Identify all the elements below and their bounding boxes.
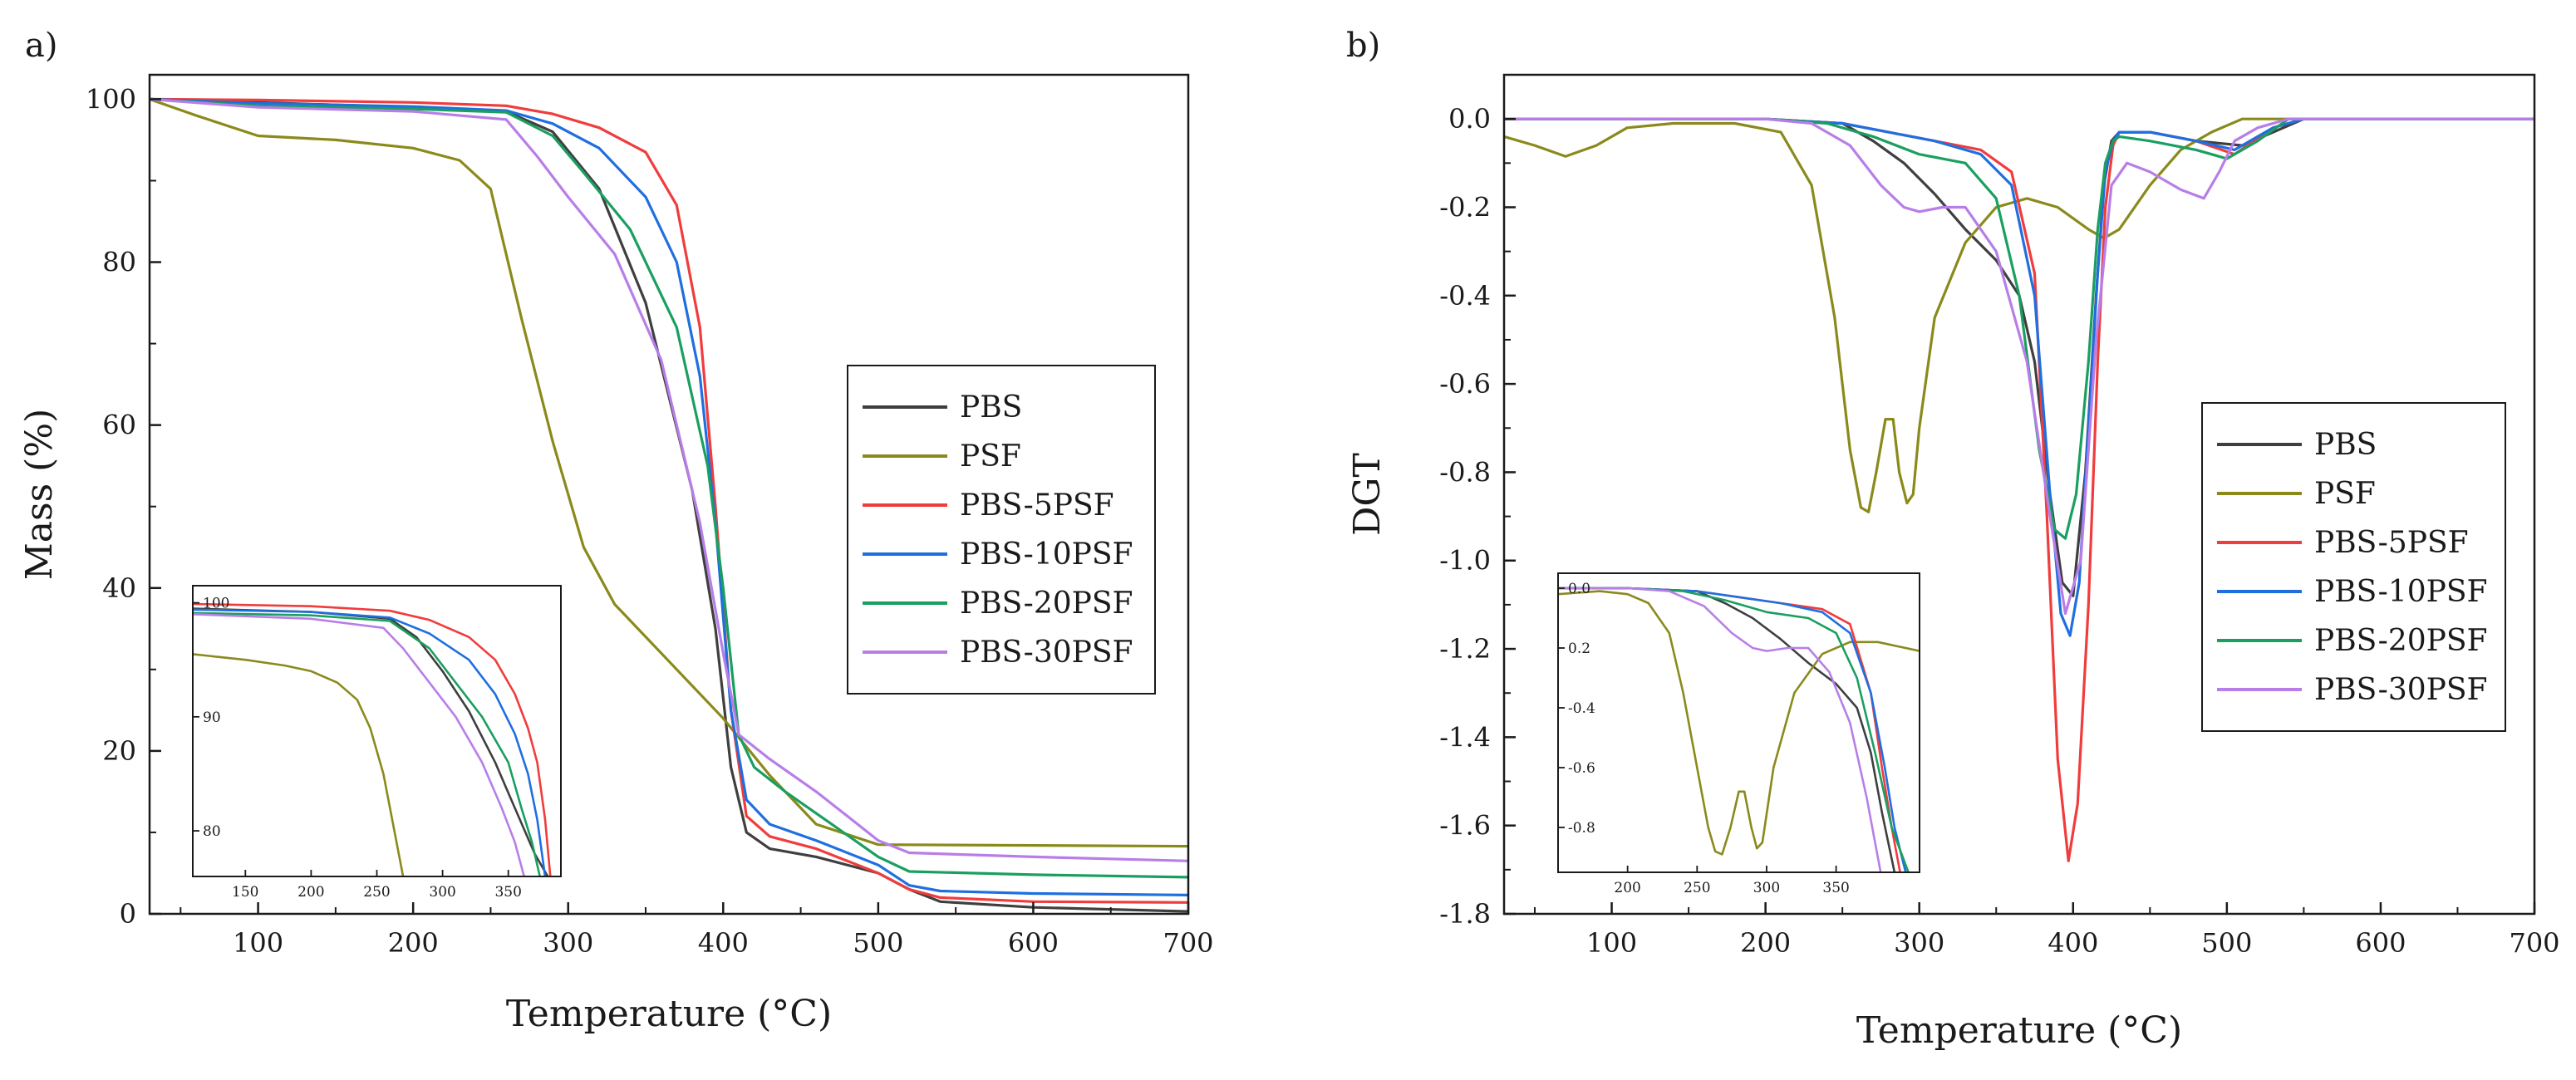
inset-a: 150 200 250 300 350 80 90 100 [192,585,562,901]
inset-x-tick-label: 250 [1684,880,1710,896]
y-tick-label: 60 [102,410,136,441]
y-tick-label: 20 [102,735,136,767]
y-tick-label: -0.8 [1439,456,1491,488]
inset-a-line-pbs-30psf [193,613,525,876]
x-tick-label: 500 [853,927,903,959]
inset-series-group [1558,587,1920,872]
panel-a-line-psf [150,97,1188,848]
x-tick-label: 300 [543,927,593,959]
panel-b: 100 200 300 400 500 600 700 0.0 -0.2 -0.4 -0.6 -0.8… [1346,27,2560,1052]
y-axis-title: DGT [1346,453,1389,536]
inset-frame [1557,572,1920,873]
inset-y-tick-label: 90 [203,709,221,726]
panel-b-line-pbs-30psf [1504,117,2534,616]
inset-border [1557,572,1920,873]
y-tick-label: -0.4 [1439,280,1491,312]
panel-label: a) [25,27,57,65]
series-group-a [150,97,1188,913]
legend-label-pbs-10psf: PBS-10PSF [960,538,1133,572]
legend-label-pbs-20psf: PBS-20PSF [960,587,1133,621]
y-tick-label: -1.0 [1439,545,1491,577]
y-tick-label: -1.4 [1439,721,1491,753]
inset-y-tick-label: -0.4 [1568,700,1595,717]
legend-label-pbs: PBS [2314,428,2377,462]
legend-label-pbs-30psf: PBS-30PSF [2314,673,2488,707]
x-tick-label: 600 [2355,927,2406,959]
x-tick-label: 700 [2509,927,2559,959]
legend-label-pbs-5psf: PBS-5PSF [960,488,1114,523]
y-tick-label: 0.0 [1448,103,1491,135]
y-tick-label: -0.6 [1439,368,1491,400]
inset-y-tick-label: -0.6 [1568,760,1595,777]
panel-a: 100 200 300 400 500 600 700 0 20 40 60 80 100 Tempera… [18,27,1214,1035]
inset-x-tick-label: 150 [232,884,258,901]
inset-x-tick-label: 250 [363,884,390,901]
x-tick-label: 300 [1894,927,1944,959]
y-tick-label: -1.6 [1439,810,1491,842]
inset-y-tick-label: 0.0 [1568,581,1590,597]
inset-a-line-psf [193,653,405,876]
legend-label-psf: PSF [960,439,1021,474]
y-tick-label: 100 [86,83,136,115]
inset-series-group [193,602,552,876]
x-tick-label: 700 [1163,927,1213,959]
inset-y-tick-label: -0.8 [1568,820,1595,837]
inset-b-line-pbs-30psf [1558,587,1882,872]
y-tick-label: 0 [120,898,136,930]
panel-a-line-pbs-30psf [150,97,1188,862]
x-tick-label: 100 [233,927,283,959]
x-axis-title: Temperature (°C) [1856,1009,2182,1052]
x-tick-label: 500 [2201,927,2252,959]
x-tick-label: 400 [698,927,749,959]
x-tick-label: 100 [1586,927,1637,959]
y-tick-label: -1.2 [1439,633,1491,665]
legend-label-pbs-10psf: PBS-10PSF [2314,575,2488,609]
inset-x-tick-label: 300 [429,884,455,901]
panel-b-line-pbs-20psf [1504,117,2534,540]
inset-x-tick-label: 200 [297,884,324,901]
legend-box [2201,402,2506,732]
inset-x-tick-label: 350 [1822,880,1849,896]
inset-x-tick-label: 300 [1753,880,1780,896]
inset-frame [192,585,562,877]
inset-b: 200 250 300 350 0.0 0.2 -0.4 -0.6 -0.8 [1557,572,1920,896]
panel-a-line-pbs-20psf [150,97,1188,879]
y-tick-label: 80 [102,247,136,278]
y-tick-label: 40 [102,572,136,604]
inset-a-line-pbs-10psf [193,608,547,876]
inset-a-line-pbs-5psf [193,602,552,876]
legend-label-pbs: PBS [960,390,1022,425]
inset-y-tick-label: 0.2 [1568,641,1590,657]
legend-label-psf: PSF [2314,477,2376,511]
legend-b: PBS PSF PBS-5PSF PBS-10PSF PBS-20PSF PBS-30PS… [2201,402,2506,732]
y-tick-label: -0.2 [1439,191,1491,223]
x-tick-label: 200 [388,927,439,959]
panel-a-line-pbs-5psf [150,97,1188,904]
legend-label-pbs-20psf: PBS-20PSF [2314,624,2488,658]
legend-box [847,365,1156,695]
series-group-b [1504,117,2534,862]
x-tick-label: 200 [1740,927,1791,959]
inset-b-line-psf [1558,590,1920,856]
inset-y-tick-label: 100 [203,596,229,612]
panel-label: b) [1346,27,1380,65]
y-tick-label: -1.8 [1439,898,1491,930]
x-tick-label: 400 [2048,927,2098,959]
inset-y-tick-label: 80 [203,823,221,840]
legend-label-pbs-30psf: PBS-30PSF [960,636,1133,670]
legend-a: PBS PSF PBS-5PSF PBS-10PSF PBS-20PSF PBS-30PS… [847,365,1156,695]
panel-b-line-psf [1504,117,2534,513]
inset-a-line-pbs-20psf [193,611,541,876]
plot-frame-b [1502,73,2536,916]
x-axis-title: Temperature (°C) [506,993,832,1035]
legend-label-pbs-5psf: PBS-5PSF [2314,526,2469,560]
x-tick-label: 600 [1008,927,1059,959]
panel-b-line-pbs-10psf [1504,117,2534,637]
inset-x-tick-label: 200 [1614,880,1640,896]
inset-x-tick-label: 350 [494,884,521,901]
y-axis-title: Mass (%) [18,409,61,581]
plot-frame-a [148,73,1190,916]
